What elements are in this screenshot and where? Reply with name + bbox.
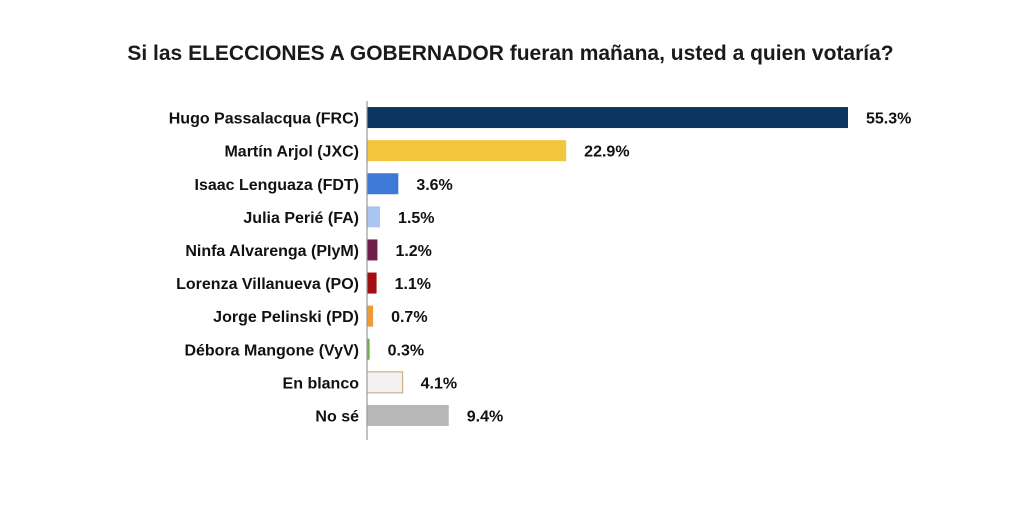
bar [366, 371, 404, 394]
data-label: 0.3% [388, 342, 424, 359]
data-label: 1.2% [395, 243, 431, 260]
data-label: 22.9% [584, 144, 629, 161]
data-label: 3.6% [416, 177, 452, 194]
bar [367, 140, 567, 162]
category-label: Isaac Lenguaza (FDT) [195, 177, 359, 194]
bar [367, 206, 381, 228]
category-label: Hugo Passalacqua (FRC) [169, 111, 359, 128]
category-label: No sé [315, 408, 359, 425]
bar [367, 338, 370, 360]
bar [367, 239, 378, 261]
data-label: 1.1% [395, 276, 431, 293]
chart-title: Si las ELECCIONES A GOBERNADOR fueran ma… [127, 42, 894, 65]
bar [367, 404, 449, 426]
data-label: 4.1% [421, 375, 457, 392]
data-label: 55.3% [866, 111, 911, 128]
data-label: 1.5% [398, 210, 434, 227]
category-label: Ninfa Alvarenga (PIyM) [185, 243, 359, 260]
bar [367, 272, 377, 294]
bar [367, 107, 848, 129]
bar [367, 173, 399, 195]
category-label: En blanco [283, 375, 360, 392]
category-label: Débora Mangone (VyV) [184, 342, 359, 359]
category-label: Julia Perié (FA) [243, 210, 359, 227]
data-label: 9.4% [467, 408, 503, 425]
category-label: Lorenza Villanueva (PO) [176, 276, 359, 293]
category-label: Martín Arjol (JXC) [224, 144, 359, 161]
bar [367, 305, 374, 327]
data-label: 0.7% [391, 309, 427, 326]
category-label: Jorge Pelinski (PD) [213, 309, 359, 326]
